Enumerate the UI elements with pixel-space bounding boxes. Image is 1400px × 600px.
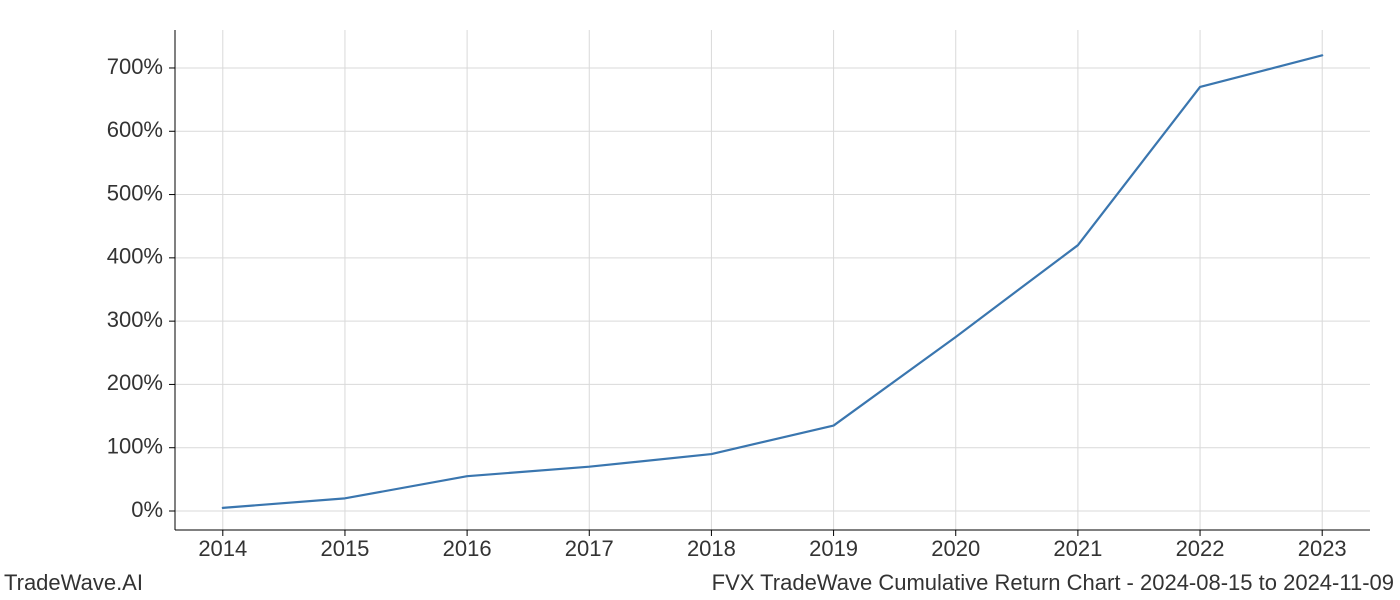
ytick-label-group: 0% 100% 200% 300% 400% 500% 600% 700%: [107, 54, 175, 522]
x-tick-label: 2023: [1298, 536, 1347, 561]
spine-group: [175, 30, 1370, 530]
footer-left-text: TradeWave.AI: [4, 570, 143, 596]
y-tick-label: 500%: [107, 180, 163, 205]
chart-container: 0%100%200%300%400%500%600%700% 201420152…: [0, 0, 1400, 600]
xtick-label-group: 2014 2015 2016 2017 2018 2019 2020 2021 2022 2023: [198, 530, 1346, 561]
line-chart: 0%100%200%300%400%500%600%700% 201420152…: [0, 0, 1400, 600]
grid-group: [175, 30, 1370, 530]
x-tick-label: 2022: [1176, 536, 1225, 561]
x-tick-label: 2015: [320, 536, 369, 561]
y-tick-label: 600%: [107, 117, 163, 142]
y-tick-label: 400%: [107, 244, 163, 269]
y-tick-label: 0%: [131, 497, 163, 522]
x-tick-label: 2019: [809, 536, 858, 561]
y-tick-label: 200%: [107, 370, 163, 395]
series-group: [223, 55, 1322, 508]
x-tick-label: 2021: [1053, 536, 1102, 561]
footer: TradeWave.AI FVX TradeWave Cumulative Re…: [0, 570, 1400, 596]
y-tick-label: 300%: [107, 307, 163, 332]
y-tick-label: 100%: [107, 434, 163, 459]
x-tick-label: 2018: [687, 536, 736, 561]
footer-right-text: FVX TradeWave Cumulative Return Chart - …: [712, 570, 1394, 596]
x-tick-label: 2014: [198, 536, 247, 561]
series-line-cumulative_return: [223, 55, 1322, 508]
x-tick-label: 2020: [931, 536, 980, 561]
x-tick-label: 2017: [565, 536, 614, 561]
x-tick-label: 2016: [443, 536, 492, 561]
y-tick-label: 700%: [107, 54, 163, 79]
